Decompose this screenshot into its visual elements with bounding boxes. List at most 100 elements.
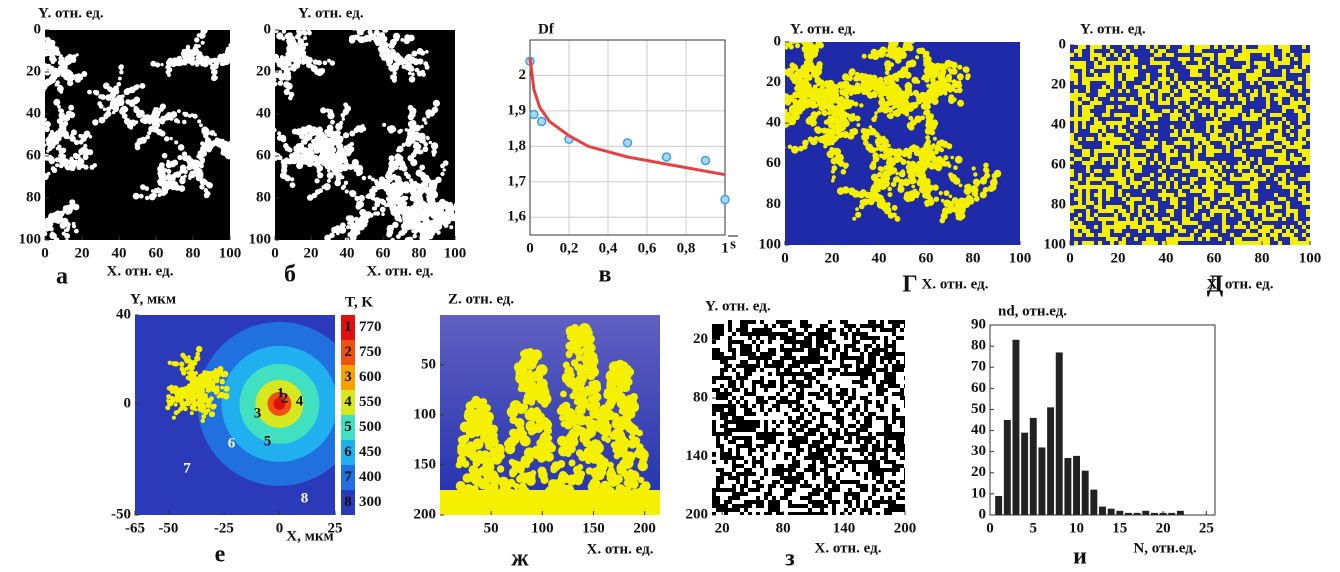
- noise-pixel: [1178, 97, 1182, 101]
- noise-pixel: [1182, 177, 1186, 181]
- noise-pixel: [1266, 45, 1270, 49]
- noise-pixel: [1118, 141, 1122, 145]
- noise-pixel: [1122, 225, 1126, 229]
- noise-pixel: [1206, 177, 1210, 181]
- noise-pixel: [1194, 197, 1198, 201]
- noise-pixel: [1070, 169, 1074, 173]
- noise-pixel: [1298, 133, 1302, 137]
- noise-pixel: [1274, 89, 1278, 93]
- noise-pixel: [1078, 213, 1082, 217]
- cluster-pixel: [211, 75, 217, 81]
- cluster-pixel: [44, 222, 48, 226]
- cluster-pixel: [456, 205, 461, 210]
- cluster-pixel: [916, 80, 920, 84]
- cluster-pixel: [357, 171, 362, 176]
- cluster-pixel: [43, 68, 47, 72]
- cluster-pixel: [893, 73, 899, 79]
- noise-pixel: [1282, 177, 1286, 181]
- noise-pixel: [1306, 53, 1310, 57]
- cluster-pixel: [446, 219, 451, 224]
- x-tick-label: 0,4: [599, 240, 618, 256]
- noise-pixel: [1282, 185, 1286, 189]
- noise-pixel: [1106, 229, 1110, 233]
- noise-pixel: [1158, 229, 1162, 233]
- noise-pixel: [1302, 193, 1306, 197]
- noise-pixel: [1242, 53, 1246, 57]
- noise-pixel: [1090, 69, 1094, 73]
- cluster-pixel: [807, 116, 814, 123]
- noise-pixel: [1222, 117, 1226, 121]
- noise-pixel: [1162, 149, 1166, 153]
- noise-pixel: [1262, 89, 1266, 93]
- noise-pixel: [1214, 165, 1218, 169]
- cluster-pixel: [345, 22, 351, 28]
- cluster-pixel: [55, 157, 60, 162]
- noise-pixel: [1294, 161, 1298, 165]
- noise-pixel: [1078, 233, 1082, 237]
- cluster-pixel: [387, 192, 391, 196]
- cluster-pixel: [330, 164, 333, 167]
- cluster-pixel: [893, 35, 900, 42]
- cluster-pixel: [425, 188, 431, 194]
- noise-pixel: [1126, 61, 1130, 65]
- noise-pixel: [1238, 241, 1242, 245]
- cluster-pixel: [790, 62, 796, 68]
- noise-pixel: [1282, 45, 1286, 49]
- noise-pixel: [1246, 177, 1250, 181]
- cluster-pixel: [61, 57, 65, 61]
- cluster-pixel: [855, 116, 861, 122]
- noise-pixel: [1074, 105, 1078, 109]
- cluster-pixel: [232, 51, 236, 55]
- noise-pixel: [1122, 85, 1126, 89]
- noise-pixel: [1134, 45, 1138, 49]
- noise-pixel: [1138, 181, 1142, 185]
- noise-pixel: [1158, 93, 1162, 97]
- cluster-pixel: [302, 28, 305, 31]
- noise-pixel: [1166, 89, 1170, 93]
- noise-pixel: [1186, 141, 1190, 145]
- noise-pixel: [1114, 137, 1118, 141]
- cluster-pixel: [949, 195, 953, 199]
- noise-pixel: [1110, 133, 1114, 137]
- noise-pixel: [1190, 129, 1194, 133]
- noise-pixel: [1174, 109, 1178, 113]
- cluster-pixel: [391, 175, 396, 180]
- data-point: [721, 196, 729, 204]
- cluster-pixel: [887, 107, 893, 113]
- noise-pixel: [1130, 65, 1134, 69]
- noise-pixel: [1258, 65, 1262, 69]
- cluster-pixel: [59, 149, 65, 155]
- cluster-pixel: [863, 140, 869, 146]
- noise-pixel: [1118, 125, 1122, 129]
- cluster-pixel: [71, 167, 75, 171]
- noise-pixel: [1306, 153, 1310, 157]
- cluster-pixel: [154, 188, 159, 193]
- noise-pixel: [1234, 141, 1238, 145]
- noise-pixel: [1094, 125, 1098, 129]
- x-tick-label: 20: [304, 245, 319, 261]
- noise-pixel: [1098, 53, 1102, 57]
- noise-pixel: [1122, 129, 1126, 133]
- cluster-pixel: [376, 211, 381, 216]
- x-tick-label: 20: [825, 250, 840, 266]
- noise-pixel: [1102, 137, 1106, 141]
- cluster-pixel: [87, 90, 92, 95]
- y-tick-label: 0: [264, 21, 272, 37]
- cluster-pixel: [851, 128, 858, 135]
- cluster-pixel: [322, 185, 326, 189]
- noise-pixel: [1294, 141, 1298, 145]
- cluster-pixel: [915, 55, 919, 59]
- y-tick-label: 40: [766, 115, 781, 131]
- data-point: [702, 157, 710, 165]
- noise-pixel: [1110, 217, 1114, 221]
- noise-pixel: [1130, 173, 1134, 177]
- noise-pixel: [1146, 185, 1150, 189]
- noise-pixel: [1238, 177, 1242, 181]
- noise-pixel: [1270, 165, 1274, 169]
- noise-pixel: [1210, 81, 1214, 85]
- noise-pixel: [1086, 209, 1090, 213]
- cluster-pixel: [926, 139, 931, 144]
- noise-pixel: [1086, 233, 1090, 237]
- noise-pixel: [1298, 149, 1302, 153]
- noise-pixel: [1154, 133, 1158, 137]
